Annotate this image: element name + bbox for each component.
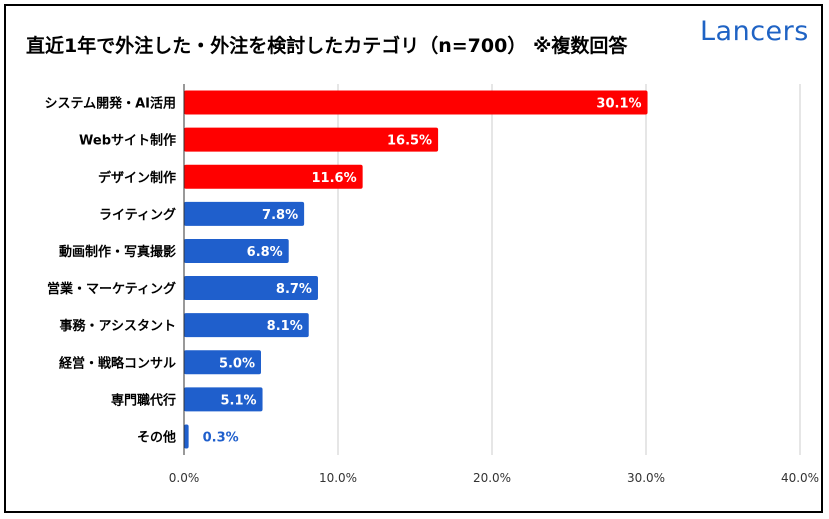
bar [184,313,309,338]
category-label: 経営・戦略コンサル [59,355,176,371]
x-tick-label: 10.0% [319,471,357,485]
category-label: ライティング [99,207,176,223]
bar [184,90,648,115]
bar [184,238,289,263]
x-tick-label: 20.0% [473,471,511,485]
bar [184,350,261,375]
category-label: システム開発・AI活用 [44,96,176,112]
x-tick-labels: 0.0% 10.0% 20.0% 30.0% 40.0% [169,471,819,485]
category-labels: システム開発・AI活用 Webサイト制作デザイン制作ライティング動画制作・写真撮影… [44,96,176,446]
value-labels: 30.1% 16.5% 11.6% 7.8% 6.8% 8.7% 8.1% 5.0% 5.1% 0… [203,97,642,446]
bar [184,201,305,226]
category-label: 営業・マーケティング [47,281,176,297]
x-tick-label: 40.0% [781,471,819,485]
lancers-logo: Lancers [700,16,809,47]
bars [184,90,648,449]
bar [184,127,439,152]
value-label: 6.8% [247,245,283,260]
chart-title: 直近1年で外注した・外注を検討したカテゴリ（n=700） ※複数回答 [26,35,628,57]
x-tick-label: 0.0% [169,471,200,485]
category-label: Webサイト制作 [79,133,176,149]
x-tick-label: 30.0% [627,471,665,485]
value-label: 0.3% [203,430,239,445]
chart-frame [4,4,823,513]
value-label: 16.5% [387,134,432,149]
value-label: 7.8% [262,208,298,223]
bar [184,424,189,449]
bar [184,276,318,301]
bar [184,164,363,189]
bar [184,387,263,412]
category-label: デザイン制作 [98,170,176,186]
value-label: 30.1% [596,97,641,112]
category-label: 専門職代行 [111,392,176,408]
category-label: その他 [137,429,176,445]
category-label: 動画制作・写真撮影 [59,244,176,260]
value-label: 5.0% [219,356,255,371]
value-label: 8.7% [276,282,312,297]
value-label: 8.1% [267,319,303,334]
category-label: 事務・アシスタント [60,318,176,334]
value-label: 11.6% [312,171,357,186]
value-label: 5.1% [220,393,256,408]
